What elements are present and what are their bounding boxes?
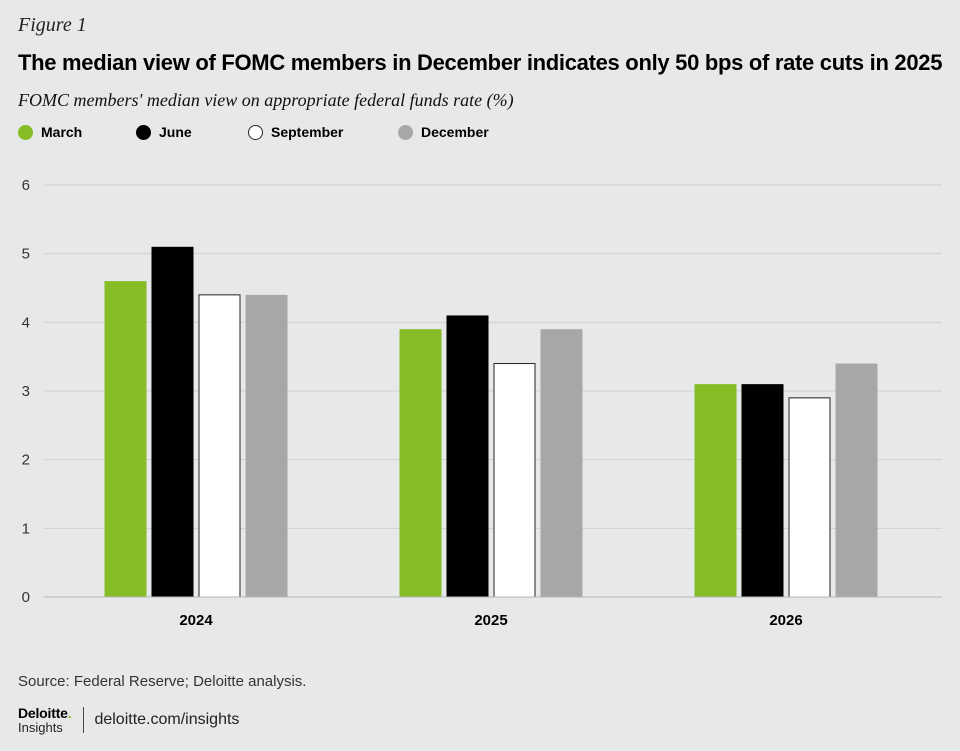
y-tick-label: 0 bbox=[22, 589, 30, 606]
bar-december-2024 bbox=[245, 294, 288, 597]
x-category-label: 2025 bbox=[474, 612, 507, 629]
brand-divider bbox=[83, 707, 85, 733]
deloitte-logo: Deloitte. Insights bbox=[18, 705, 72, 735]
legend-item-march: March bbox=[18, 124, 136, 140]
y-tick-label: 3 bbox=[22, 383, 30, 400]
x-category-label: 2024 bbox=[179, 612, 213, 629]
brand-dot: . bbox=[67, 705, 72, 721]
y-tick-label: 6 bbox=[22, 177, 30, 194]
bar-september-2024 bbox=[198, 294, 241, 598]
legend-label: March bbox=[41, 124, 83, 140]
brand-footer: Deloitte. Insights deloitte.com/insights bbox=[18, 706, 239, 734]
chart-legend: March June September December bbox=[18, 123, 518, 141]
y-tick-label: 5 bbox=[22, 246, 30, 263]
legend-item-june: June bbox=[136, 124, 248, 140]
y-tick-label: 4 bbox=[22, 314, 30, 331]
bar-december-2026 bbox=[835, 363, 878, 597]
bar-june-2024 bbox=[151, 246, 194, 598]
bar-march-2024 bbox=[104, 281, 147, 597]
chart-title: The median view of FOMC members in Decem… bbox=[18, 50, 943, 75]
legend-label: June bbox=[159, 124, 192, 140]
legend-swatch-june bbox=[136, 124, 151, 140]
y-tick-label: 1 bbox=[22, 520, 30, 537]
brand-url[interactable]: deloitte.com/insights bbox=[94, 711, 240, 728]
x-category-label: 2026 bbox=[769, 612, 802, 629]
legend-swatch-september bbox=[248, 124, 263, 140]
figure-label: Figure 1 bbox=[18, 14, 87, 36]
legend-swatch-december bbox=[398, 124, 413, 140]
brand-sub: Insights bbox=[18, 720, 63, 735]
bar-june-2026 bbox=[741, 384, 784, 597]
bar-march-2025 bbox=[399, 329, 442, 597]
chart-subtitle: FOMC members' median view on appropriate… bbox=[18, 90, 514, 110]
legend-item-september: September bbox=[248, 124, 398, 140]
legend-swatch-march bbox=[18, 124, 33, 140]
legend-label: September bbox=[271, 124, 344, 140]
brand-name: Deloitte bbox=[18, 705, 68, 721]
bar-september-2025 bbox=[493, 363, 536, 598]
y-tick-label: 2 bbox=[22, 452, 30, 469]
bar-september-2026 bbox=[788, 397, 831, 598]
source-note: Source: Federal Reserve; Deloitte analys… bbox=[18, 673, 307, 690]
bar-chart: 0 1 2 3 4 5 6 2024 2025 2026 bbox=[22, 177, 942, 629]
legend-item-december: December bbox=[398, 124, 518, 140]
legend-label: December bbox=[421, 124, 489, 140]
bar-june-2025 bbox=[446, 315, 489, 597]
bar-march-2026 bbox=[694, 384, 737, 597]
bar-december-2025 bbox=[540, 329, 583, 597]
